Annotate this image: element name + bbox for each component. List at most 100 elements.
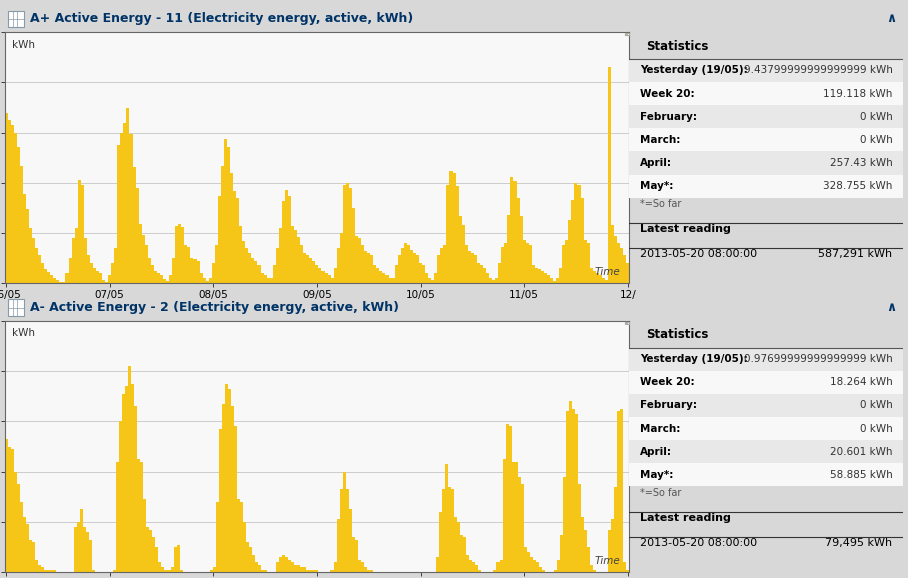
Text: Latest reading: Latest reading: [640, 513, 731, 523]
Bar: [315, 570, 319, 572]
Bar: [456, 186, 459, 283]
Bar: [518, 477, 520, 572]
Bar: [584, 240, 587, 283]
Bar: [20, 502, 23, 572]
Bar: [239, 226, 242, 283]
Bar: [572, 409, 575, 572]
Bar: [50, 275, 54, 283]
Text: March:: March:: [640, 424, 681, 434]
Bar: [141, 462, 143, 572]
Legend: : [625, 321, 628, 324]
Bar: [575, 183, 577, 283]
Bar: [123, 394, 125, 572]
Bar: [133, 167, 135, 283]
Bar: [288, 196, 291, 283]
Bar: [605, 280, 608, 283]
Text: February:: February:: [640, 112, 697, 122]
Bar: [342, 472, 346, 572]
Text: *=So far: *=So far: [640, 488, 682, 498]
Bar: [14, 133, 16, 283]
Bar: [134, 406, 137, 572]
Bar: [108, 275, 111, 283]
Bar: [23, 517, 25, 572]
Bar: [135, 188, 139, 283]
Bar: [151, 265, 153, 283]
Bar: [237, 499, 240, 572]
Bar: [467, 555, 469, 572]
Bar: [312, 261, 315, 283]
Bar: [312, 570, 315, 572]
Bar: [553, 281, 556, 283]
Bar: [44, 269, 47, 283]
Text: ∧: ∧: [886, 301, 896, 314]
Bar: [221, 166, 224, 283]
Bar: [173, 258, 175, 283]
Bar: [386, 275, 389, 283]
Bar: [504, 243, 508, 283]
Bar: [382, 273, 386, 283]
Bar: [413, 253, 416, 283]
Bar: [270, 279, 272, 283]
Bar: [508, 215, 510, 283]
Bar: [160, 275, 163, 283]
Bar: [445, 464, 449, 572]
Bar: [74, 228, 78, 283]
Bar: [243, 522, 246, 572]
Bar: [102, 280, 105, 283]
Bar: [498, 264, 501, 283]
Bar: [367, 253, 370, 283]
Bar: [584, 529, 587, 572]
Bar: [510, 177, 514, 283]
Bar: [410, 250, 413, 283]
Bar: [463, 537, 467, 572]
Bar: [514, 181, 517, 283]
Bar: [153, 537, 155, 572]
Text: *=So far: *=So far: [640, 199, 682, 209]
Bar: [324, 273, 328, 283]
Bar: [114, 570, 116, 572]
Bar: [629, 59, 903, 82]
Bar: [337, 520, 340, 572]
Bar: [210, 570, 212, 572]
Text: Time: Time: [594, 556, 620, 566]
Bar: [54, 279, 56, 283]
Text: A- Active Energy - 2 (Electricity energy, active, kWh): A- Active Energy - 2 (Electricity energy…: [30, 301, 399, 314]
Bar: [166, 281, 169, 283]
Bar: [206, 281, 209, 283]
Bar: [497, 562, 499, 572]
Bar: [617, 412, 620, 572]
Bar: [245, 249, 249, 283]
Bar: [578, 484, 581, 572]
Bar: [515, 462, 518, 572]
Text: Week 20:: Week 20:: [640, 88, 695, 99]
Text: 0 kWh: 0 kWh: [860, 112, 893, 122]
Bar: [14, 472, 16, 572]
Bar: [321, 272, 324, 283]
Bar: [364, 567, 367, 572]
Bar: [306, 255, 310, 283]
Bar: [358, 238, 361, 283]
Bar: [53, 570, 56, 572]
Bar: [364, 251, 367, 283]
Bar: [443, 245, 447, 283]
Bar: [187, 247, 191, 283]
Bar: [520, 484, 524, 572]
Bar: [297, 565, 301, 572]
Bar: [449, 171, 452, 283]
Bar: [407, 245, 410, 283]
Text: 587,291 kWh: 587,291 kWh: [818, 249, 893, 259]
Bar: [442, 490, 445, 572]
Text: 0 kWh: 0 kWh: [860, 424, 893, 434]
Bar: [451, 490, 454, 572]
Bar: [355, 236, 358, 283]
Bar: [629, 105, 903, 128]
Bar: [629, 151, 903, 175]
Bar: [429, 279, 431, 283]
Bar: [367, 570, 370, 572]
Bar: [99, 273, 102, 283]
Bar: [333, 562, 337, 572]
Bar: [249, 253, 252, 283]
Bar: [255, 562, 258, 572]
Bar: [228, 389, 231, 572]
Bar: [184, 245, 187, 283]
